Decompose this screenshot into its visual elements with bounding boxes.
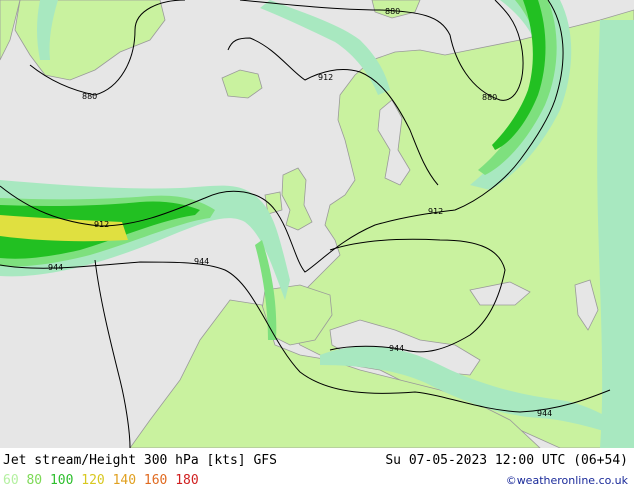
contour-944-lower: [94, 259, 131, 448]
speed-legend: 60 80 100 120 140 160 180: [3, 473, 199, 488]
contour-label: 912: [428, 207, 443, 216]
contour-912: [0, 0, 564, 273]
credit-link[interactable]: ©weatheronline.co.uk: [505, 474, 628, 487]
iceland-land: [221, 69, 263, 99]
jet-band-60-east: [597, 20, 634, 448]
contour-944-east: [329, 238, 506, 353]
jet-band-60-iberia: [255, 240, 277, 340]
jet-band-60-greenland: [37, 0, 58, 60]
contour-label: 944: [194, 257, 209, 266]
contour-880-west: [29, 0, 186, 96]
contour-880-north: [239, 0, 524, 101]
jet-band-60-med: [320, 346, 634, 440]
contour-912-north: [227, 37, 439, 186]
jet-band-60-norway: [260, 0, 390, 95]
contour-label: 880: [385, 7, 400, 16]
contour-label: 944: [48, 263, 63, 272]
legend-item: 140: [112, 473, 144, 488]
canada-land: [0, 0, 21, 61]
contour-label: 944: [389, 344, 404, 353]
jet-band-100-russia: [492, 0, 546, 150]
caspian-sea: [574, 279, 599, 331]
legend-item: 160: [143, 473, 176, 488]
footer-bar: Jet stream/Height 300 hPa [kts] GFS Su 0…: [0, 448, 634, 490]
jet-stream-bands: [0, 0, 634, 448]
legend-item: 120: [81, 473, 113, 488]
contour-label: 912: [94, 220, 109, 229]
legend-item: 80: [26, 473, 50, 488]
legend-item: 180: [175, 473, 199, 488]
legend-item: 100: [49, 473, 82, 488]
contour-label: 880: [482, 93, 497, 102]
height-contours: [0, 0, 611, 448]
ireland-land: [264, 191, 283, 215]
chart-title: Jet stream/Height 300 hPa [kts] GFS: [3, 453, 277, 468]
baltic-sea: [377, 99, 411, 186]
contour-label: 912: [318, 73, 333, 82]
contour-label: 880: [82, 92, 97, 101]
contour-label: 944: [537, 409, 552, 418]
jet-band-120-atlantic: [0, 215, 128, 242]
black-sea: [469, 281, 531, 306]
legend-item: 60: [3, 473, 27, 488]
britain-land: [281, 167, 313, 231]
valid-datetime: Su 07-05-2023 12:00 UTC (06+54): [385, 453, 628, 468]
jet-stream-map: 880 880 880 912 912 912 944 944 944 944: [0, 0, 634, 448]
contour-944: [0, 261, 611, 413]
contour-labels: 880 880 880 912 912 912 944 944 944 944: [48, 7, 552, 418]
